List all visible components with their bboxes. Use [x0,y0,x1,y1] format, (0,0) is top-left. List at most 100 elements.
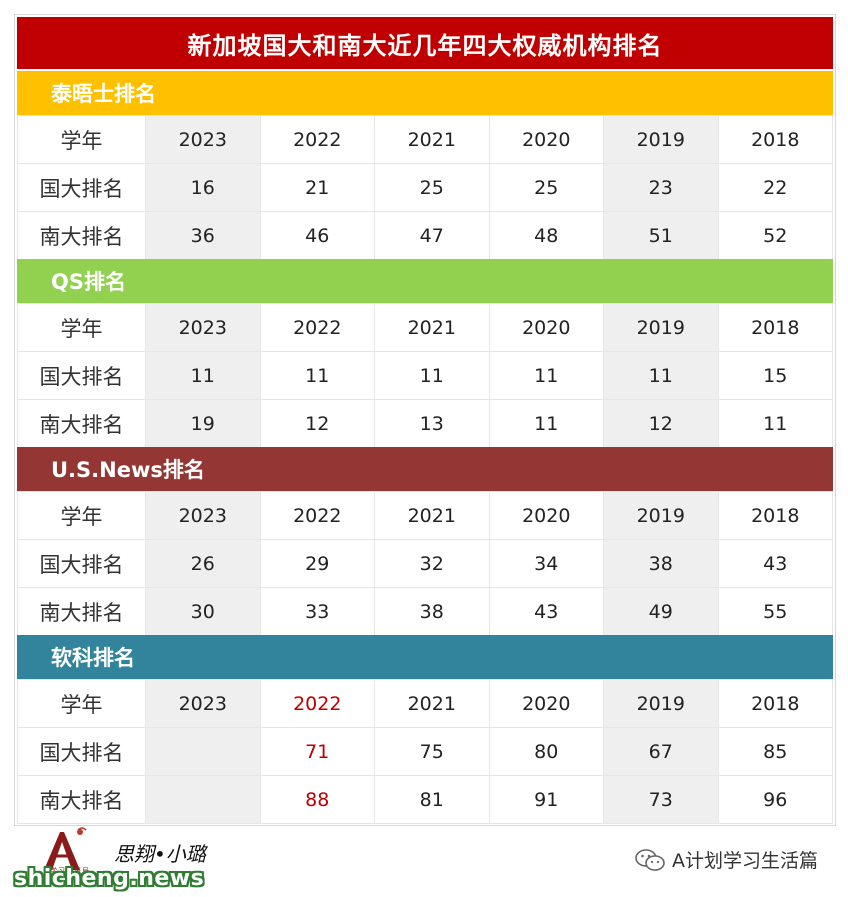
year-cell: 2018 [717,303,833,352]
rank-cell: 29 [259,539,375,588]
year-cell: 2018 [717,491,833,540]
year-row-label: 学年 [17,679,146,728]
year-cell: 2022 [259,115,375,164]
rank-cell: 15 [717,351,833,400]
table-row: 南大排名 88 81 91 73 96 [17,775,833,824]
year-cell: 2021 [374,303,490,352]
table-row: 学年 2023 2022 2021 2020 2019 2018 [17,679,833,728]
logo-subtext: 学习情报局 [50,867,90,875]
wechat-account[interactable]: A计划学习生活篇 [634,846,818,873]
rank-cell: 30 [145,587,261,636]
table-row: 南大排名 19 12 13 11 12 11 [17,399,833,448]
table-row: 学年 2023 2022 2021 2020 2019 2018 [17,115,833,164]
rank-cell: 33 [259,587,375,636]
rank-cell: 67 [603,727,719,776]
year-cell: 2022 [259,303,375,352]
rank-cell: 96 [717,775,833,824]
year-cell: 2023 [145,491,261,540]
section-title: U.S.News排名 [51,458,205,482]
rank-cell: 22 [717,163,833,212]
year-cell: 2019 [603,303,719,352]
year-cell: 2023 [145,303,261,352]
row-label: 国大排名 [17,351,146,400]
section-header-arwu: 软科排名 [17,635,833,679]
section-header-qs: QS排名 [17,259,833,303]
rank-cell: 11 [717,399,833,448]
rank-cell: 91 [488,775,604,824]
table-row: 国大排名 11 11 11 11 11 15 [17,351,833,400]
row-label: 国大排名 [17,539,146,588]
rank-cell: 81 [374,775,490,824]
year-row-label: 学年 [17,491,146,540]
rank-cell: 32 [374,539,490,588]
rank-cell: 80 [488,727,604,776]
year-cell: 2020 [488,491,604,540]
year-cell: 2019 [603,491,719,540]
section-title: QS排名 [51,270,126,294]
ranking-table-frame: 新加坡国大和南大近几年四大权威机构排名 泰晤士排名 学年 2023 2022 2… [14,14,836,826]
row-label: 南大排名 [17,211,146,260]
table-row: 学年 2023 2022 2021 2020 2019 2018 [17,303,833,352]
year-cell: 2021 [374,115,490,164]
rank-cell: 43 [488,587,604,636]
rank-cell: 11 [259,351,375,400]
rank-cell: 47 [374,211,490,260]
table-row: 南大排名 36 46 47 48 51 52 [17,211,833,260]
rank-cell: 49 [603,587,719,636]
rank-cell: 38 [603,539,719,588]
rank-cell: 73 [603,775,719,824]
rank-cell: 75 [374,727,490,776]
row-label: 南大排名 [17,775,146,824]
rank-cell: 11 [488,399,604,448]
rank-cell: 16 [145,163,261,212]
rank-cell: 38 [374,587,490,636]
year-cell: 2022 [259,491,375,540]
site-watermark: shicheng.news [14,866,205,891]
rank-cell: 12 [603,399,719,448]
year-cell: 2018 [717,115,833,164]
year-cell: 2020 [488,303,604,352]
rank-cell: 43 [717,539,833,588]
table-row: 国大排名 26 29 32 34 38 43 [17,539,833,588]
section-header-times: 泰晤士排名 [17,71,833,115]
year-cell: 2020 [488,115,604,164]
rank-cell: 48 [488,211,604,260]
row-label: 国大排名 [17,163,146,212]
rank-cell: 71 [259,727,375,776]
row-label: 南大排名 [17,587,146,636]
section-table-times: 学年 2023 2022 2021 2020 2019 2018 国大排名 16… [17,115,833,260]
account-name: A计划学习生活篇 [672,850,818,872]
rank-cell: 11 [603,351,719,400]
page-title: 新加坡国大和南大近几年四大权威机构排名 [17,17,833,69]
year-cell: 2021 [374,491,490,540]
rank-cell: 88 [259,775,375,824]
section-header-usnews: U.S.News排名 [17,447,833,491]
rank-cell [145,727,261,776]
year-cell: 2018 [717,679,833,728]
rank-cell: 25 [488,163,604,212]
rank-cell: 12 [259,399,375,448]
footer: 学习情报局 思翔•小璐 A计划学习生活篇 [14,826,834,882]
wechat-icon [635,848,665,871]
year-cell: 2022 [259,679,375,728]
rank-cell: 25 [374,163,490,212]
table-row: 国大排名 71 75 80 67 85 [17,727,833,776]
rank-cell: 11 [145,351,261,400]
rank-cell: 11 [488,351,604,400]
section-table-usnews: 学年 2023 2022 2021 2020 2019 2018 国大排名 26… [17,491,833,636]
rank-cell: 21 [259,163,375,212]
row-label: 南大排名 [17,399,146,448]
section-table-arwu: 学年 2023 2022 2021 2020 2019 2018 国大排名 71… [17,679,833,824]
year-cell: 2019 [603,679,719,728]
rank-cell: 34 [488,539,604,588]
rank-cell: 13 [374,399,490,448]
rank-cell: 36 [145,211,261,260]
rank-cell: 23 [603,163,719,212]
rank-cell: 85 [717,727,833,776]
year-cell: 2023 [145,115,261,164]
year-cell: 2019 [603,115,719,164]
rank-cell: 52 [717,211,833,260]
section-title: 软科排名 [51,646,135,670]
table-row: 南大排名 30 33 38 43 49 55 [17,587,833,636]
rank-cell: 11 [374,351,490,400]
